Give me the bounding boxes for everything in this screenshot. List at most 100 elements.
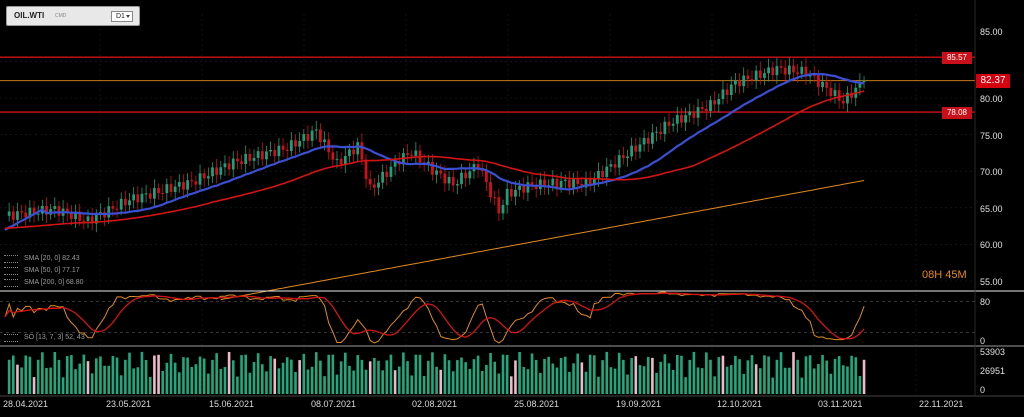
volume-bar [456, 360, 459, 394]
candle-body [812, 75, 816, 77]
volume-bar [837, 356, 841, 394]
indicator-settings-icon[interactable] [4, 279, 18, 287]
volume-bar [688, 359, 692, 394]
volume-bar [729, 365, 733, 394]
candle-body [360, 142, 364, 160]
candle-body [455, 184, 459, 186]
volume-bar [746, 360, 750, 394]
volume-bar [202, 358, 206, 394]
volume-bar [750, 355, 754, 394]
stochastic-settings-icon[interactable] [4, 334, 18, 342]
volume-bar [588, 354, 592, 394]
volume-bar [182, 357, 185, 394]
volume-bar [393, 370, 397, 394]
candle-body [385, 171, 389, 177]
candle-body [186, 180, 189, 190]
volume-bar [352, 370, 355, 394]
candle-body [306, 134, 310, 141]
vol-tick-mid: 26951 [980, 366, 1006, 376]
candle-body [468, 171, 472, 179]
x-tick: 08.07.2021 [311, 399, 357, 409]
candle-body [310, 130, 314, 141]
volume-bar [489, 352, 492, 394]
volume-bar [252, 362, 256, 394]
sma50-line [4, 90, 865, 230]
volume-bar [534, 359, 538, 394]
candle-body [509, 188, 513, 197]
x-tick: 03.11.2021 [818, 399, 863, 409]
candle-body [132, 194, 136, 201]
candle-body [613, 164, 617, 168]
sma200-line [220, 180, 865, 301]
volume-bar [153, 355, 156, 394]
volume-bar [128, 352, 131, 394]
volume-bar [82, 354, 86, 394]
volume-bar [231, 360, 235, 394]
volume-bar [779, 352, 783, 394]
candle-body [153, 188, 156, 199]
timeframe-value: D1 [116, 13, 125, 20]
x-tick: 12.10.2021 [717, 399, 763, 409]
symbol-selector[interactable]: OIL.WTI CMD D1 [6, 6, 140, 26]
volume-bar [808, 355, 812, 394]
volume-bar [306, 369, 310, 394]
x-tick: 15.06.2021 [209, 399, 255, 409]
candle-body [505, 188, 509, 205]
candle-body [675, 115, 679, 124]
candle-body [32, 207, 36, 214]
volume-bar [281, 362, 285, 394]
volume-bar [314, 352, 318, 394]
indicator-settings-icon[interactable] [4, 267, 18, 275]
volume-bar [385, 360, 389, 394]
volume-bar [576, 353, 579, 394]
volume-bar [12, 355, 15, 394]
volume-bar [223, 367, 227, 394]
volume-bar [501, 354, 505, 394]
volume-bar [754, 364, 758, 394]
candle-body [410, 154, 414, 156]
candle-body [667, 121, 671, 126]
volume-bar [294, 371, 297, 394]
stochastic-pane [0, 291, 975, 344]
candle-body [767, 67, 770, 74]
candle-body [833, 90, 837, 97]
volume-bar [410, 375, 413, 394]
candle-body [252, 157, 256, 161]
volume-bar [858, 376, 862, 394]
volume-bar [194, 364, 198, 394]
indicator-settings-icon[interactable] [4, 255, 18, 263]
volume-bar [207, 373, 210, 394]
volume-bar [61, 377, 65, 394]
volume-bar [65, 356, 69, 394]
candle-body [190, 180, 194, 182]
candle-body [277, 145, 281, 157]
volume-bar [215, 353, 218, 394]
volume-bar [290, 359, 293, 394]
candle-body [763, 73, 766, 78]
candle-body [86, 216, 90, 221]
candle-body [173, 186, 177, 193]
candle-body [20, 211, 23, 213]
candle-body [775, 66, 779, 76]
volume-bar [397, 366, 401, 394]
volume-bar [518, 352, 521, 394]
x-tick: 23.05.2021 [106, 399, 152, 409]
candle-body [572, 178, 575, 188]
volume-bar [78, 363, 81, 394]
candle-body [621, 155, 625, 159]
candle-body [65, 208, 69, 214]
candle-body [248, 153, 252, 161]
volume-bar [327, 354, 330, 394]
candle-body [231, 158, 235, 170]
candle-body [792, 65, 795, 73]
volume-bar [418, 354, 422, 394]
candle-body [771, 67, 775, 76]
volume-bar [103, 365, 106, 394]
candle-body [236, 158, 239, 162]
timeframe-dropdown[interactable]: D1 [111, 11, 133, 22]
volume-bar [356, 355, 360, 394]
volume-bar [36, 359, 40, 394]
candle-body [704, 108, 708, 112]
candle-body [343, 156, 347, 165]
volume-bar [601, 360, 604, 394]
